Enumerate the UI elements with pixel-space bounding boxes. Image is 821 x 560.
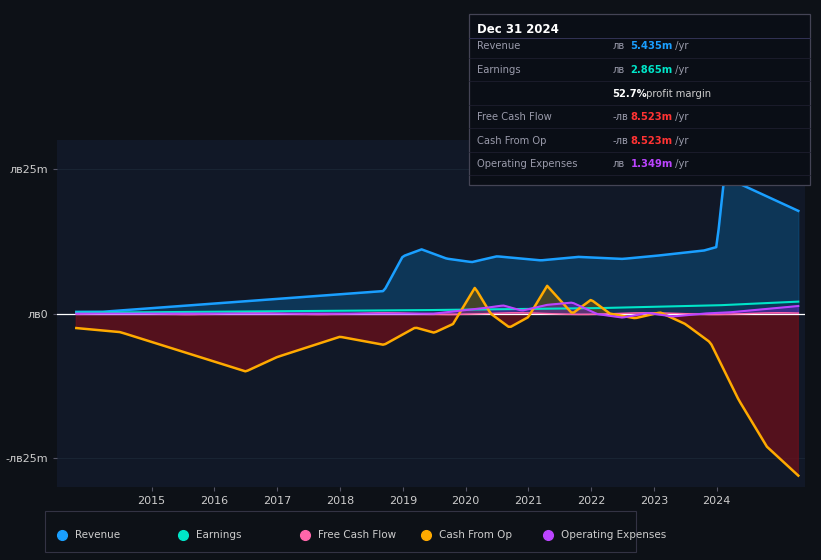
Text: Earnings: Earnings <box>196 530 241 540</box>
Text: Free Cash Flow: Free Cash Flow <box>318 530 396 540</box>
Text: Operating Expenses: Operating Expenses <box>561 530 666 540</box>
Text: /yr: /yr <box>672 41 689 52</box>
Text: profit margin: profit margin <box>643 88 711 99</box>
Text: -лв: -лв <box>612 136 628 146</box>
Text: Cash From Op: Cash From Op <box>477 136 547 146</box>
Text: Free Cash Flow: Free Cash Flow <box>477 112 552 122</box>
Text: Cash From Op: Cash From Op <box>439 530 512 540</box>
Text: Dec 31 2024: Dec 31 2024 <box>477 23 559 36</box>
Text: Operating Expenses: Operating Expenses <box>477 159 577 169</box>
Text: лв: лв <box>612 65 625 75</box>
Text: 8.523m: 8.523m <box>631 112 672 122</box>
Text: 8.523m: 8.523m <box>631 136 672 146</box>
Text: Revenue: Revenue <box>477 41 521 52</box>
Text: 52.7%: 52.7% <box>612 88 647 99</box>
Text: /yr: /yr <box>672 65 689 75</box>
Text: 5.435m: 5.435m <box>631 41 673 52</box>
Text: 2.865m: 2.865m <box>631 65 672 75</box>
Text: /yr: /yr <box>672 159 689 169</box>
Text: -лв: -лв <box>612 112 628 122</box>
Text: Revenue: Revenue <box>75 530 120 540</box>
Text: лв: лв <box>612 159 625 169</box>
Text: 1.349m: 1.349m <box>631 159 673 169</box>
Text: Earnings: Earnings <box>477 65 521 75</box>
Text: /yr: /yr <box>672 136 689 146</box>
Text: лв: лв <box>612 41 625 52</box>
Text: /yr: /yr <box>672 112 689 122</box>
